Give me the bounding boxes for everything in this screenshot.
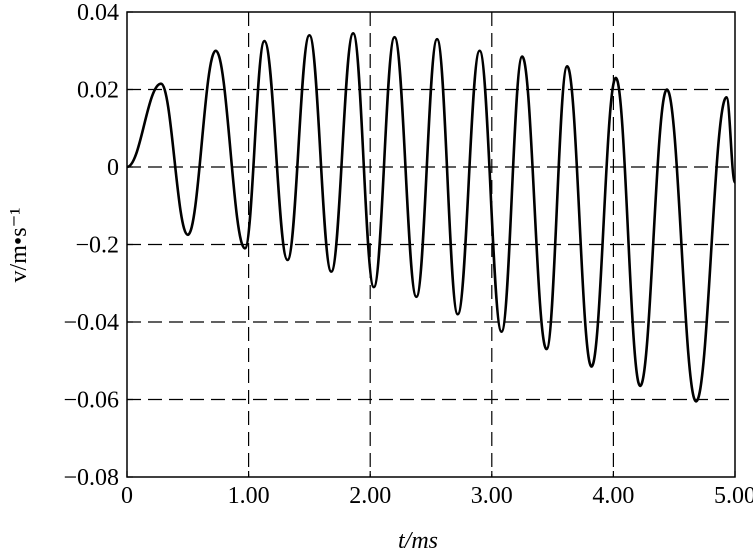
x-tick-label: 5.00: [714, 483, 753, 509]
y-tick-label: −0.06: [63, 388, 119, 414]
x-tick-label: 1.00: [228, 483, 270, 509]
y-tick-label: 0.02: [77, 78, 119, 104]
y-tick-label: −0.2: [75, 233, 119, 259]
x-tick-label: 4.00: [592, 483, 634, 509]
x-tick-label: 0: [121, 483, 133, 509]
data-line: [126, 32, 737, 403]
x-axis-label: t/ms: [398, 528, 438, 554]
plot-frame: [126, 11, 736, 478]
x-tick-label: 2.00: [349, 483, 391, 509]
y-tick-label: 0: [107, 155, 119, 181]
y-tick-label: −0.04: [63, 310, 119, 336]
x-tick-label: 3.00: [471, 483, 513, 509]
y-axis-label: v/m•s⁻¹: [6, 208, 32, 283]
y-tick-label: −0.08: [63, 465, 119, 491]
y-tick-label: 0.04: [77, 0, 119, 26]
